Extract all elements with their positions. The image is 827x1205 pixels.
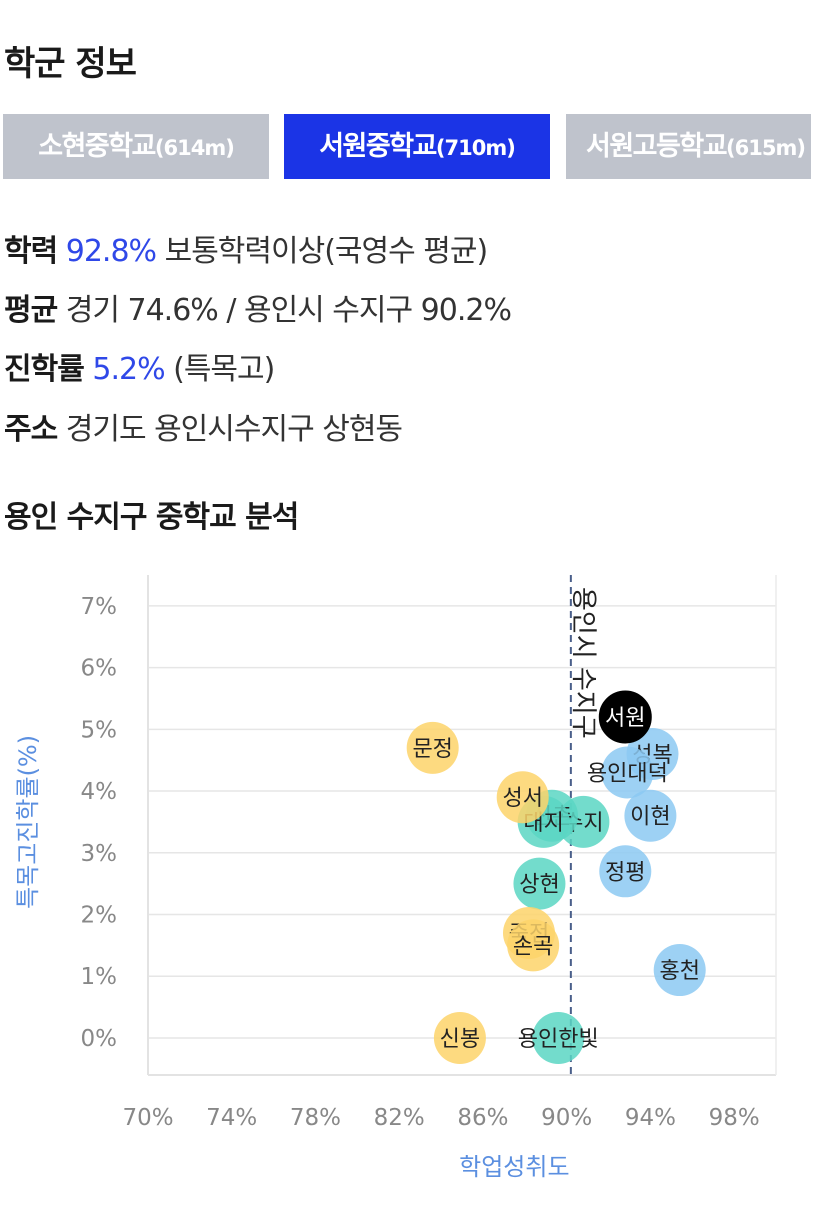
school-tabs: 소현중학교(614m) 서원중학교(710m) 서원고등학교(615m)	[3, 114, 811, 179]
tab-distance: (614m)	[154, 136, 235, 160]
analysis-title: 용인 수지구 중학교 분석	[4, 500, 299, 535]
point-label-손곡: 손곡	[513, 934, 553, 959]
info-average-value: 경기 74.6% / 용인시 수지구 90.2%	[65, 293, 512, 328]
point-label-홍천: 홍천	[659, 959, 699, 984]
info-advance-value: 5.2%	[92, 352, 165, 387]
info-average-key: 평균	[4, 293, 58, 328]
info-academic-desc: 보통학력이상(국영수 평균)	[164, 234, 489, 269]
point-label-정평: 정평	[605, 860, 645, 885]
tab-label: 소현중학교	[38, 131, 156, 162]
point-label-신봉: 신봉	[440, 1027, 480, 1052]
tab-seowon-middle-school[interactable]: 서원중학교(710m)	[284, 114, 550, 179]
tab-label: 서원중학교	[319, 131, 437, 162]
point-이현	[624, 789, 677, 842]
y-tick-label: 1%	[81, 964, 118, 990]
point-상현	[513, 857, 566, 910]
tab-label: 서원고등학교	[586, 131, 728, 162]
info-address-value: 경기도 용인시수지구 상현동	[65, 412, 403, 447]
x-tick-label: 94%	[625, 1105, 676, 1131]
point-신봉	[433, 1011, 486, 1064]
point-서원	[598, 690, 652, 744]
y-tick-label: 4%	[81, 779, 118, 805]
point-손곡	[507, 919, 560, 972]
point-label-용인대덕: 용인대덕	[587, 762, 668, 787]
x-tick-label: 82%	[374, 1105, 425, 1131]
y-tick-label: 5%	[81, 717, 118, 743]
tab-sohyeon-middle-school[interactable]: 소현중학교(614m)	[3, 114, 269, 179]
x-tick-label: 70%	[122, 1105, 173, 1131]
point-label-용인한빛: 용인한빛	[518, 1027, 599, 1052]
point-문정	[406, 721, 459, 774]
point-label-문정: 문정	[412, 737, 452, 762]
x-tick-label: 78%	[290, 1105, 341, 1131]
y-axis-label: 특목고진학률(%)	[14, 735, 42, 909]
tab-seowon-high-school[interactable]: 서원고등학교(615m)	[566, 114, 811, 179]
point-용인한빛	[532, 1011, 585, 1064]
x-tick-label: 90%	[541, 1105, 592, 1131]
tab-distance: (615m)	[726, 136, 806, 160]
y-tick-label: 6%	[81, 656, 118, 682]
x-tick-label: 86%	[457, 1105, 508, 1131]
info-academic-key: 학력	[4, 234, 58, 269]
x-tick-label: 74%	[206, 1105, 257, 1131]
info-academic: 학력 92.8% 보통학력이상(국영수 평균)	[4, 226, 489, 270]
reference-line-label: 용인시 수지구	[568, 587, 598, 739]
point-용인대덕	[601, 746, 654, 799]
info-academic-value: 92.8%	[65, 234, 157, 269]
info-address-key: 주소	[4, 412, 58, 447]
point-성서	[496, 771, 549, 824]
point-label-이현: 이현	[630, 805, 670, 830]
x-tick-label: 98%	[709, 1105, 760, 1131]
tab-distance: (710m)	[435, 136, 516, 160]
point-label-성서: 성서	[502, 786, 542, 811]
scatter-chart: 0% 1% 2% 3% 4% 5% 6% 7% 70% 74% 78% 82% 86% 90% 94% 98%…	[14, 575, 777, 1181]
info-address: 주소 경기도 용인시수지구 상현동	[4, 404, 403, 448]
point-label-서원: 서원	[605, 706, 645, 731]
y-tick-label: 0%	[81, 1026, 118, 1052]
info-advance-key: 진학률	[4, 352, 85, 387]
info-advance-rate: 진학률 5.2% (특목고)	[4, 344, 275, 388]
info-advance-desc: (특목고)	[173, 352, 275, 387]
y-tick-label: 7%	[81, 594, 118, 620]
y-tick-label: 2%	[81, 903, 118, 929]
x-axis-label: 학업성취도	[459, 1153, 569, 1181]
point-홍천	[653, 944, 706, 997]
section-title: 학군 정보	[4, 44, 137, 84]
y-tick-label: 3%	[81, 841, 118, 867]
info-average: 평균 경기 74.6% / 용인시 수지구 90.2%	[4, 285, 512, 329]
point-label-상현: 상현	[519, 873, 559, 898]
point-정평	[599, 845, 652, 898]
